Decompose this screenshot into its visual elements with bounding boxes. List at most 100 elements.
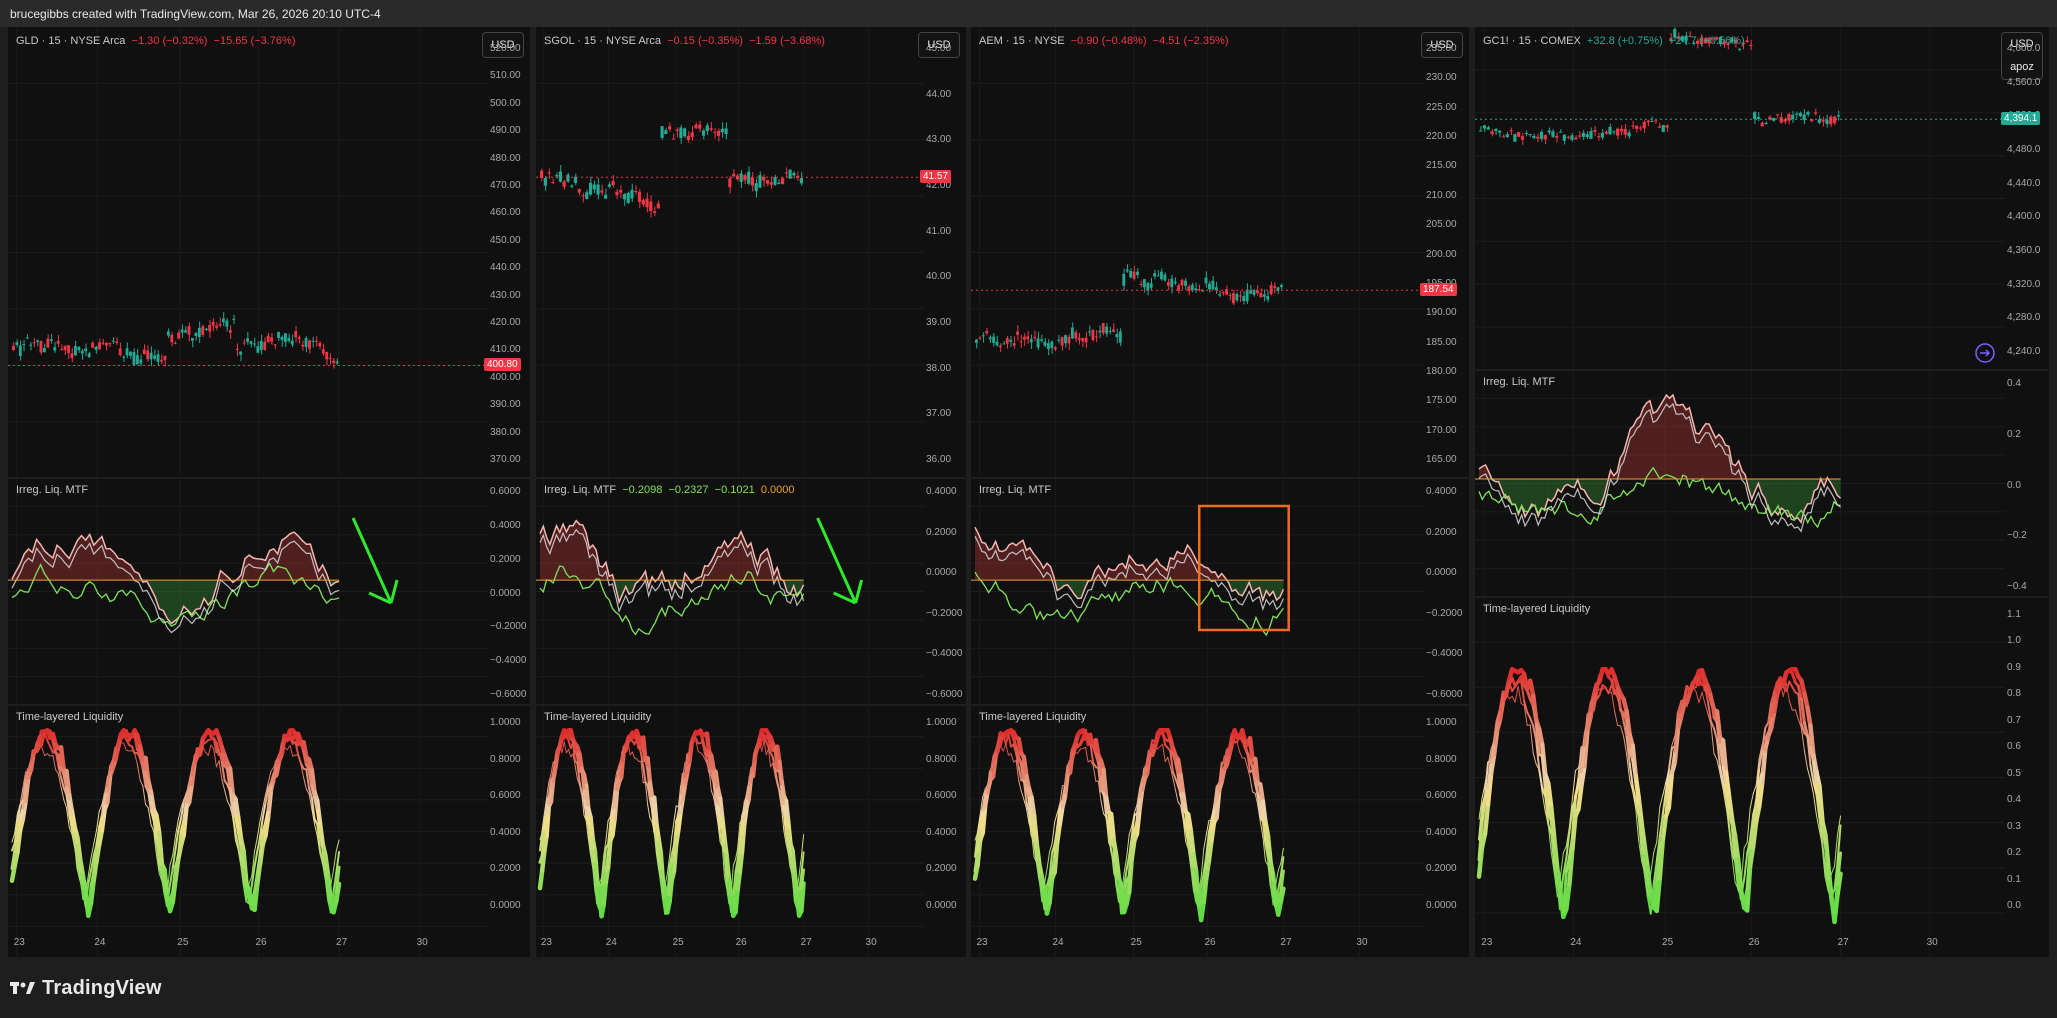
- time-axis-tick: 25: [672, 937, 684, 948]
- time-axis-tick: 26: [735, 937, 747, 948]
- tll-axis-tick: 0.6000: [1426, 790, 1457, 802]
- last-price-label: 187.54: [1420, 283, 1457, 297]
- tll-indicator-label[interactable]: Time-layered Liquidity: [1483, 603, 1591, 615]
- tll-axis-tick: 0.0: [2007, 900, 2021, 911]
- tradingview-logo[interactable]: TradingView: [10, 976, 162, 1000]
- time-axis-tick: 23: [976, 937, 988, 948]
- indicator-name: Irreg. Liq. MTF: [16, 484, 89, 496]
- price-axis-tick: 4,600.0: [2007, 43, 2041, 54]
- tll-axis-tick: 0.9: [2007, 661, 2021, 673]
- symbol-legend[interactable]: SGOL · 15 · NYSE Arca −0.15 (−0.35%) −1.…: [544, 35, 825, 47]
- price-axis-tick: 185.00: [1426, 336, 1457, 348]
- chart-canvas[interactable]: [8, 27, 530, 958]
- down-arrow-annotation: [816, 517, 864, 605]
- time-axis-tick: 26: [1748, 937, 1760, 948]
- mtf-axis-tick: −0.2000: [490, 621, 527, 633]
- price-axis-tick: 490.00: [490, 125, 521, 137]
- price-axis-tick: 220.00: [1426, 131, 1457, 143]
- price-axis-tick: 170.00: [1426, 424, 1457, 436]
- time-axis-tick: 23: [1481, 937, 1493, 948]
- tradingview-logo-icon: [10, 982, 35, 994]
- time-axis-tick: 26: [255, 937, 267, 948]
- price-axis-tick: 175.00: [1426, 395, 1457, 407]
- tll-axis-tick: 1.0000: [1426, 717, 1457, 728]
- price-axis-tick: 41.00: [926, 225, 952, 237]
- tll-axis-tick: 0.3: [2007, 820, 2021, 832]
- mtf-axis-tick: −0.6000: [926, 689, 963, 700]
- symbol-name: SGOL · 15 · NYSE Arca: [544, 35, 661, 47]
- currency-button[interactable]: USD: [918, 32, 960, 58]
- time-axis-tick: 27: [1837, 937, 1849, 948]
- tll-axis-tick: 0.4: [2007, 794, 2021, 806]
- price-axis-tick: 410.00: [490, 344, 521, 356]
- price-axis-tick: 370.00: [490, 454, 521, 465]
- tll-axis-tick: 1.0000: [926, 717, 957, 728]
- mtf-indicator-label[interactable]: Irreg. Liq. MTF: [16, 484, 88, 496]
- symbol-name: AEM · 15 · NYSE: [979, 35, 1065, 47]
- mtf-indicator-label[interactable]: Irreg. Liq. MTF: [979, 484, 1051, 496]
- chart-panel-2[interactable]: AEM · 15 · NYSE −0.90 (−0.48%) −4.51 (−2…: [971, 27, 1469, 958]
- tll-axis-tick: 0.2000: [490, 863, 521, 875]
- price-axis-tick: 4,320.0: [2007, 278, 2041, 290]
- time-axis-tick: 30: [1926, 937, 1938, 948]
- time-axis-tick: 23: [540, 937, 552, 948]
- mtf-axis-tick: 0.2000: [1426, 526, 1457, 538]
- indicator-value: 0.0000: [760, 484, 795, 496]
- mtf-axis-tick: 0.6000: [490, 486, 521, 497]
- tll-axis-tick: 1.1: [2007, 609, 2021, 620]
- chart-canvas[interactable]: [536, 27, 966, 958]
- time-axis-tick: 23: [13, 937, 25, 948]
- chart-canvas[interactable]: [971, 27, 1469, 958]
- unit-label: apoz: [2010, 61, 2034, 73]
- symbol-name: GLD · 15 · NYSE Arca: [16, 35, 126, 47]
- time-axis-tick: 27: [336, 937, 348, 948]
- price-axis-tick: 210.00: [1426, 189, 1457, 201]
- indicator-value: −0.2098: [622, 484, 663, 496]
- price-axis-tick: 36.00: [926, 454, 952, 465]
- tll-axis-tick: 1.0: [2007, 635, 2021, 647]
- mtf-axis-tick: 0.4: [2007, 378, 2021, 389]
- tll-axis-tick: 1.0000: [490, 717, 521, 728]
- price-axis-tick: 225.00: [1426, 101, 1457, 113]
- price-axis-tick: 500.00: [490, 97, 521, 109]
- chart-panel-3[interactable]: GC1! · 15 · COMEX +32.8 (+0.75%) +24.7 (…: [1475, 27, 2049, 958]
- change-2: −4.51 (−2.35%): [1152, 35, 1229, 47]
- symbol-legend[interactable]: GC1! · 15 · COMEX +32.8 (+0.75%) +24.7 (…: [1483, 35, 1745, 47]
- price-axis-tick: 200.00: [1426, 248, 1457, 260]
- symbol-name: GC1! · 15 · COMEX: [1483, 35, 1581, 47]
- chart-canvas[interactable]: [1475, 27, 2049, 958]
- time-axis-tick: 25: [1662, 937, 1674, 948]
- tll-indicator-label[interactable]: Time-layered Liquidity: [544, 711, 652, 723]
- chart-panel-0[interactable]: GLD · 15 · NYSE Arca −1.30 (−0.32%) −15.…: [8, 27, 530, 958]
- scroll-to-realtime-icon[interactable]: [1975, 343, 1995, 363]
- tll-axis-tick: 0.6000: [490, 790, 521, 802]
- price-axis-tick: 4,480.0: [2007, 144, 2041, 155]
- time-axis-tick: 30: [865, 937, 877, 948]
- tll-indicator-label[interactable]: Time-layered Liquidity: [16, 711, 124, 723]
- currency-button[interactable]: USD: [1421, 32, 1463, 58]
- indicator-name: Irreg. Liq. MTF: [544, 484, 617, 496]
- price-axis-tick: 39.00: [926, 317, 952, 328]
- chart-panel-1[interactable]: SGOL · 15 · NYSE Arca −0.15 (−0.35%) −1.…: [536, 27, 966, 958]
- time-axis-tick: 26: [1204, 937, 1216, 948]
- time-axis-tick: 24: [94, 937, 106, 948]
- symbol-legend[interactable]: AEM · 15 · NYSE −0.90 (−0.48%) −4.51 (−2…: [979, 35, 1229, 47]
- mtf-axis-tick: 0.0000: [490, 587, 521, 599]
- currency-button[interactable]: USD: [482, 32, 524, 58]
- price-axis-tick: 38.00: [926, 362, 952, 374]
- tradingview-wordmark: TradingView: [42, 976, 162, 999]
- tll-axis-tick: 0.0000: [926, 900, 957, 911]
- mtf-axis-tick: 0.2000: [926, 526, 957, 538]
- time-axis-tick: 25: [1130, 937, 1142, 948]
- time-axis-tick: 24: [1570, 937, 1582, 948]
- currency-button[interactable]: USD apoz: [2001, 32, 2043, 80]
- change-1: −0.15 (−0.35%): [667, 35, 743, 47]
- change-2: −15.65 (−3.76%): [213, 35, 296, 47]
- price-axis-tick: 215.00: [1426, 160, 1457, 172]
- symbol-legend[interactable]: GLD · 15 · NYSE Arca −1.30 (−0.32%) −15.…: [16, 35, 295, 47]
- tll-indicator-label[interactable]: Time-layered Liquidity: [979, 711, 1087, 723]
- mtf-indicator-label[interactable]: Irreg. Liq. MTF −0.2098 −0.2327 −0.1021 …: [544, 484, 795, 496]
- mtf-axis-tick: −0.4000: [1426, 648, 1463, 660]
- price-axis-tick: 43.00: [926, 134, 952, 146]
- mtf-indicator-label[interactable]: Irreg. Liq. MTF: [1483, 376, 1555, 388]
